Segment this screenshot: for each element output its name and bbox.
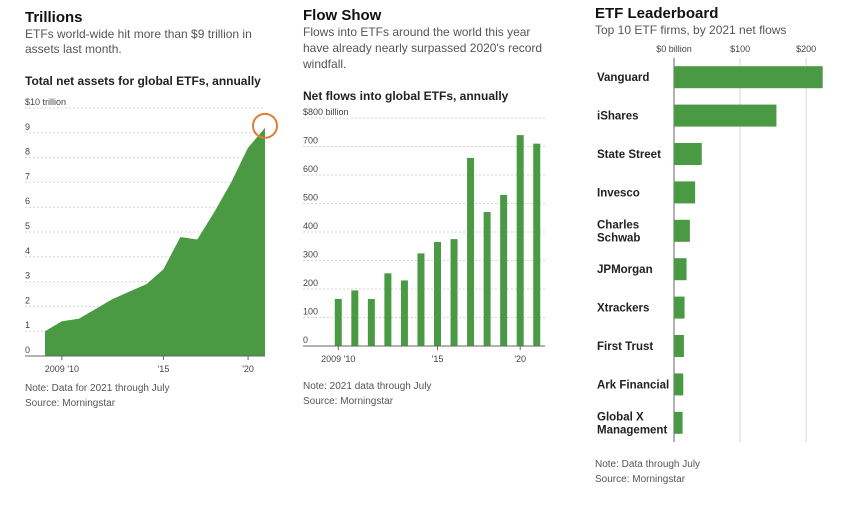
firm-label: State Street (597, 149, 661, 161)
flows-x-tick-label: '20 (514, 354, 526, 364)
panel-etf-leaderboard: ETF Leaderboard Top 10 ETF firms, by 202… (580, 0, 859, 511)
trillions-desc-line2: assets last month. (25, 42, 122, 56)
leaderboard-source: Source: Morningstar (595, 474, 686, 485)
flow-note: Note: 2021 data through July (303, 381, 432, 392)
flows-bar (500, 194, 508, 346)
firm-label: Vanguard (597, 72, 649, 84)
firm-bar (674, 181, 696, 204)
firm-label-line: First Trust (597, 341, 653, 353)
flows-bar (450, 239, 458, 346)
firm-label-line: Ark Financial (597, 379, 669, 391)
firm-bar (674, 411, 683, 434)
firm-label-line: Charles (597, 219, 639, 231)
flows-bar (367, 298, 375, 346)
firm-bar (674, 143, 702, 165)
highlight-circle (252, 112, 278, 139)
firm-bar (674, 373, 684, 396)
flows-y-tick-label: 500 (303, 193, 318, 203)
firm-label: JPMorgan (597, 264, 653, 276)
firm-label-line: Schwab (597, 232, 640, 244)
firm-label-line: iShares (597, 111, 639, 123)
flows-y-tick-label: 400 (303, 221, 318, 231)
flows-bar (384, 273, 392, 346)
flow-source: Source: Morningstar (303, 396, 394, 407)
area-y-tick-label: 2 (25, 295, 30, 305)
trillions-note: Note: Data for 2021 through July (25, 383, 170, 394)
firm-label: Charles Schwab (597, 219, 640, 244)
flows-bar (434, 241, 441, 346)
firm-bar (674, 219, 690, 242)
firms-x-tick-label: $0 billion (656, 44, 692, 54)
firm-bar (674, 335, 684, 357)
flows-x-tick-label: '15 (432, 354, 444, 364)
flow-title: Flow Show (303, 7, 382, 24)
flows-bar (351, 290, 359, 346)
trillions-desc-line1: ETFs world-wide hit more than $9 trillio… (25, 27, 252, 41)
firm-label-line: State Street (597, 149, 661, 161)
panel-flow-show: Flow Show Flows into ETFs around the wor… (290, 0, 580, 511)
flows-bar-chart: 0 100 200 300 400 500 600 700 $800 billion 2009 '… (303, 107, 545, 364)
flow-desc-line1: Flows into ETFs around the world this ye… (303, 25, 531, 39)
flows-bar (467, 157, 475, 346)
panel-trillions: Trillions ETFs world-wide hit more than … (0, 0, 290, 511)
firm-label: Xtrackers (597, 303, 649, 315)
trillions-subtitle: Total net assets for global ETFs, annual… (25, 74, 261, 88)
area-y-tick-label: 7 (25, 171, 30, 181)
area-y-tick-label: 8 (25, 147, 30, 157)
firm-label-line: Global X (597, 411, 644, 423)
assets-area-chart: 0 1 2 3 4 5 6 7 8 9 $10 trillion 2009 '10 '15 '20 (25, 97, 278, 374)
flows-x-tick-label: 2009 '10 (321, 354, 355, 364)
area-x-tick-label: 2009 '10 (45, 364, 79, 374)
firm-bar (674, 104, 777, 127)
firm-bar (674, 66, 823, 89)
flows-y-tick-label: 0 (303, 335, 308, 345)
firm-bar (674, 258, 687, 281)
area-y-tick-label: $10 trillion (25, 97, 66, 107)
flows-y-tick-label: 600 (303, 164, 318, 174)
area-y-tick-label: 3 (25, 271, 30, 281)
firm-label-line: Xtrackers (597, 303, 649, 315)
area-y-tick-label: 4 (25, 246, 30, 256)
flows-y-tick-label: 700 (303, 136, 318, 146)
flows-y-tick-label: 100 (303, 307, 318, 317)
firm-label-line: Invesco (597, 187, 640, 199)
firm-label-line: Vanguard (597, 72, 649, 84)
area-y-tick-label: 0 (25, 345, 30, 355)
area-y-tick-label: 1 (25, 320, 30, 330)
firms-x-tick-label: $200 (796, 44, 816, 54)
flows-y-tick-label: 200 (303, 278, 318, 288)
flows-bar (400, 280, 408, 346)
leaderboard-desc: Top 10 ETF firms, by 2021 net flows (595, 23, 787, 37)
flows-y-tick-label: $800 billion (303, 107, 349, 117)
firm-bar (674, 296, 685, 319)
area-y-tick-label: 6 (25, 196, 30, 206)
area-y-tick-label: 9 (25, 122, 30, 132)
flows-bar (516, 135, 524, 346)
flows-bar (483, 212, 491, 346)
firms-bar-chart: $0 billion $100 $200 Vanguard iShares State S… (597, 44, 823, 442)
area-series-fill (45, 127, 265, 356)
firms-x-tick-label: $100 (730, 44, 750, 54)
firm-label-line: JPMorgan (597, 264, 653, 276)
flow-desc-line3: windfall. (303, 57, 347, 71)
firm-label: iShares (597, 111, 639, 123)
flow-subtitle: Net flows into global ETFs, annually (303, 89, 509, 103)
firm-label: Global X Management (597, 411, 667, 436)
leaderboard-title: ETF Leaderboard (595, 5, 719, 22)
flows-y-tick-label: 300 (303, 250, 318, 260)
trillions-source: Source: Morningstar (25, 398, 116, 409)
firm-label: Ark Financial (597, 379, 669, 391)
trillions-title: Trillions (25, 9, 83, 26)
firm-label: First Trust (597, 341, 653, 353)
area-x-tick-label: '20 (242, 364, 254, 374)
area-y-tick-label: 5 (25, 221, 30, 231)
firm-label-line: Management (597, 424, 667, 436)
flow-desc-line2: have already nearly surpassed 2020's rec… (303, 41, 543, 55)
firm-label: Invesco (597, 187, 640, 199)
area-x-tick-label: '15 (158, 364, 170, 374)
flows-bar (417, 253, 425, 346)
leaderboard-note: Note: Data through July (595, 459, 701, 470)
flows-bar (334, 298, 342, 346)
flows-bar (533, 143, 541, 346)
